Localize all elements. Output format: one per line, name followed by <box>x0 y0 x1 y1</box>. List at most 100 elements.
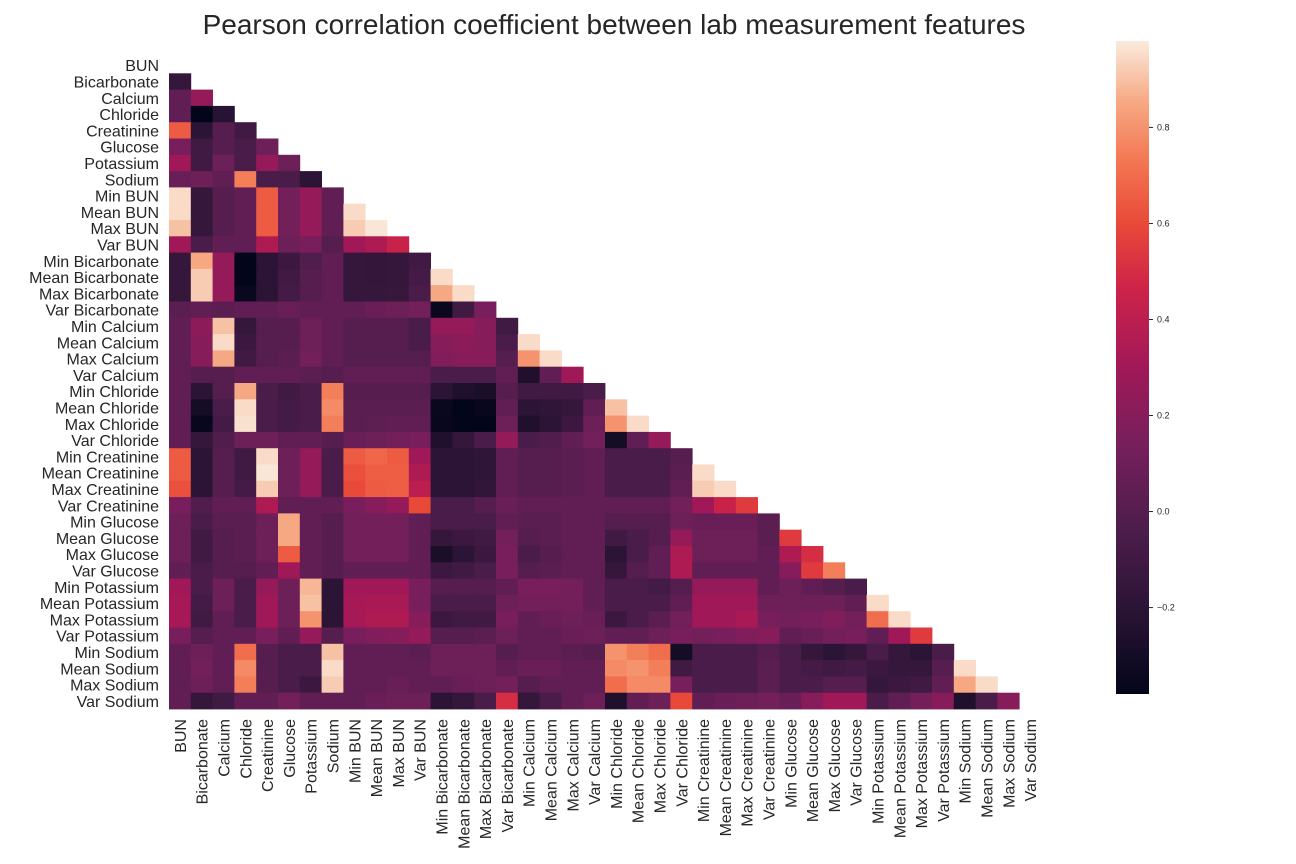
heatmap-cell <box>212 171 235 188</box>
heatmap-cell <box>408 692 431 710</box>
heatmap-cell <box>299 431 322 449</box>
heatmap-cell <box>975 692 998 710</box>
y-tick-label: Var BUN <box>97 237 159 254</box>
heatmap-cell <box>234 448 257 465</box>
heatmap-cell <box>299 643 322 661</box>
heatmap-cell <box>256 692 279 710</box>
heatmap-cell <box>169 252 192 270</box>
heatmap-cell <box>474 431 497 449</box>
heatmap-cell <box>278 578 301 596</box>
heatmap-cell <box>474 692 497 710</box>
heatmap-cell <box>735 578 758 596</box>
heatmap-cell <box>190 317 213 335</box>
heatmap-cell <box>343 643 366 661</box>
heatmap-cell <box>387 268 410 286</box>
heatmap-cell <box>190 562 213 579</box>
heatmap-cell <box>321 611 344 628</box>
heatmap-cell <box>190 546 213 563</box>
x-tick-label: Glucose <box>282 719 299 778</box>
heatmap-cell <box>452 513 475 531</box>
heatmap-cell <box>517 513 540 531</box>
heatmap-cell <box>539 431 562 449</box>
heatmap-cell <box>408 480 431 498</box>
heatmap-cell <box>670 692 693 710</box>
heatmap-cell <box>190 203 213 221</box>
heatmap-cell <box>539 676 562 694</box>
heatmap-cell <box>212 611 235 628</box>
heatmap-cell <box>517 578 540 596</box>
heatmap-cell <box>452 383 475 400</box>
heatmap-cell <box>278 513 301 531</box>
x-tick-label: Var Creatinine <box>762 719 779 820</box>
heatmap-cell <box>670 448 693 465</box>
heatmap-cell <box>430 578 453 596</box>
heatmap-cell <box>496 448 519 465</box>
heatmap-cell <box>539 529 562 547</box>
heatmap-cell <box>670 627 693 645</box>
x-tick-label: Mean Bicarbonate <box>456 719 473 849</box>
heatmap-cell <box>190 480 213 498</box>
heatmap-cell <box>539 415 562 433</box>
heatmap-cell <box>605 660 628 677</box>
heatmap-cell <box>561 660 584 677</box>
heatmap-cell <box>343 497 366 514</box>
heatmap-cell <box>169 350 192 368</box>
heatmap-cell <box>583 399 606 416</box>
heatmap-cell <box>517 464 540 482</box>
heatmap-cell <box>365 692 388 710</box>
heatmap-cell <box>169 220 192 237</box>
heatmap-cell <box>539 497 562 514</box>
heatmap-cell <box>190 187 213 205</box>
heatmap-cell <box>212 464 235 482</box>
heatmap-cell <box>670 611 693 628</box>
heatmap-cell <box>408 431 431 449</box>
heatmap-cell <box>561 415 584 433</box>
heatmap-cell <box>256 236 279 253</box>
heatmap-cell <box>256 220 279 237</box>
heatmap-cell <box>496 431 519 449</box>
heatmap-cell <box>539 546 562 563</box>
heatmap-cell <box>517 383 540 400</box>
heatmap-cell <box>190 464 213 482</box>
heatmap-cell <box>321 317 344 335</box>
heatmap-cell <box>888 676 911 694</box>
heatmap-cell <box>278 497 301 514</box>
heatmap-cell <box>605 497 628 514</box>
heatmap-cell <box>169 529 192 547</box>
heatmap-cell <box>408 399 431 416</box>
heatmap-cell <box>430 334 453 351</box>
heatmap-cell <box>539 464 562 482</box>
heatmap-cell <box>452 676 475 694</box>
x-tick-label: Mean Sodium <box>980 719 997 818</box>
heatmap-cell <box>278 171 301 188</box>
y-tick-label: Calcium <box>101 91 159 108</box>
heatmap-cell <box>190 105 213 123</box>
heatmap-cell <box>735 611 758 628</box>
heatmap-cell <box>212 529 235 547</box>
heatmap-cell <box>692 529 715 547</box>
heatmap-cell <box>539 660 562 677</box>
heatmap-cell <box>343 448 366 465</box>
heatmap-cell <box>365 399 388 416</box>
heatmap-cell <box>256 138 279 156</box>
heatmap-cell <box>365 350 388 368</box>
heatmap-cell <box>430 480 453 498</box>
heatmap-cell <box>583 594 606 612</box>
heatmap-cell <box>190 497 213 514</box>
y-tick-label: Mean Bicarbonate <box>29 270 159 287</box>
heatmap-cell <box>190 366 213 384</box>
heatmap-cell <box>605 513 628 531</box>
heatmap-cell <box>256 203 279 221</box>
heatmap-cell <box>692 562 715 579</box>
heatmap-cell <box>169 546 192 563</box>
y-tick-label: Bicarbonate <box>74 74 159 91</box>
heatmap-cell <box>387 660 410 677</box>
heatmap-cell <box>779 643 802 661</box>
heatmap-cell <box>474 448 497 465</box>
y-tick-label: Var Sodium <box>77 694 159 711</box>
heatmap-cell <box>190 285 213 302</box>
heatmap-cell <box>888 660 911 677</box>
heatmap-cell <box>256 431 279 449</box>
heatmap-cell <box>583 562 606 579</box>
heatmap-cell <box>321 415 344 433</box>
